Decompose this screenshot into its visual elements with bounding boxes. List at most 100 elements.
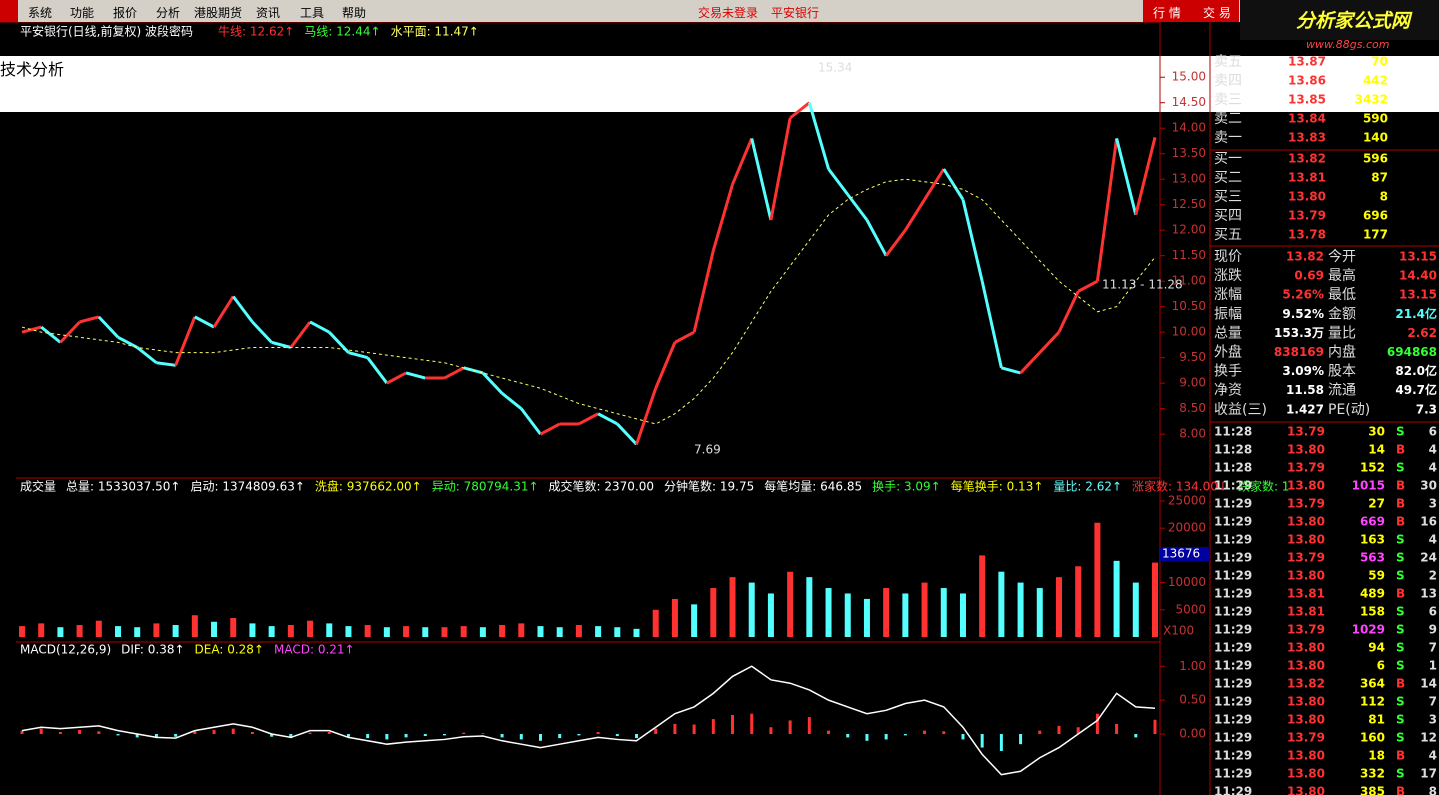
side-tab[interactable]: 技术分析 [0,56,1439,112]
book-volume: 70 [1371,55,1388,69]
trade-volume: 81 [1368,713,1385,727]
trade-time: 11:29 [1214,713,1252,727]
trade-side: S [1396,551,1405,565]
trade-time: 11:29 [1214,695,1252,709]
macd-bar [577,734,581,736]
legend-item: 成交量 [20,479,56,494]
volume-bar [883,588,890,637]
trade-side: S [1396,461,1405,475]
macd-bar [1019,734,1023,745]
menu-item[interactable]: 系统 [28,6,53,20]
menu-item[interactable]: 功能 [70,6,95,20]
quote-value: 0.69 [1294,269,1324,283]
trade-side: B [1396,785,1405,795]
book-volume: 3432 [1355,93,1388,107]
macd-bar [692,724,696,735]
volume-bar [19,626,25,637]
trade-count: 16 [1420,515,1437,529]
trade-price: 13.79 [1287,425,1325,439]
price-segment [789,101,811,120]
macd-bar [596,731,600,735]
quote-label: 净资 [1214,383,1242,399]
macd-bar [750,713,754,735]
quote-label: 振幅 [1214,306,1242,322]
side-tab[interactable]: 同花资讯 [0,344,65,363]
volume-bar [422,627,429,637]
trade-count: 3 [1429,497,1437,511]
menu-item[interactable]: 分析 [156,6,181,20]
side-tab[interactable]: 席位密码 [0,228,65,247]
menu-item[interactable]: 报价 [113,6,138,20]
quote-label: 金额 [1328,306,1356,322]
trade-price: 13.80 [1287,641,1325,655]
trade-volume: 563 [1360,551,1385,565]
y-tick-label: 10.50 [1172,299,1206,313]
menu-item[interactable]: 港股期货 [194,6,243,20]
price-segment [597,412,619,426]
side-tab[interactable]: 预测评级 [0,172,65,191]
stock-name[interactable]: 平安银行 [771,6,820,20]
trade-time: 11:29 [1214,749,1252,763]
trade-side: S [1396,605,1405,619]
price-segment [174,316,197,366]
side-tab[interactable]: 黄金眼 [0,404,49,423]
menu-item[interactable]: 资讯 [256,6,281,20]
volume-bar [326,623,333,637]
menu-bar: 交易未登录 平安银行 分析家公式网 www.88gs.com 系统 功能 报价 分析港… [0,0,1439,51]
trade-price: 13.80 [1287,443,1325,457]
trade-side: B [1396,749,1405,763]
book-volume: 87 [1371,171,1388,185]
menu-button[interactable]: 交 易 [1203,6,1231,20]
quote-value: 82.0亿 [1395,363,1437,378]
trade-count: 4 [1429,533,1437,547]
macd-bar [1134,734,1138,738]
volume-bar [1094,522,1101,637]
trade-volume: 332 [1360,767,1385,781]
macd-bar [481,733,485,735]
quote-value: 13.82 [1286,250,1324,264]
price-segment [942,168,965,201]
trade-volume: 1029 [1352,623,1385,637]
macd-bar [999,734,1003,751]
side-tab[interactable]: 超额建仓 [0,288,65,307]
menu-item[interactable]: 工具 [300,6,325,20]
book-label: 买二 [1214,170,1242,186]
macd-bar [865,734,869,741]
volume-bar [614,627,621,637]
price-segment [309,320,330,334]
quote-value: 14.40 [1399,269,1437,283]
price-segment [1134,137,1157,216]
y-tick-label: 0.50 [1179,693,1206,707]
trade-price: 13.79 [1287,497,1325,511]
y-tick-label: 11.00 [1172,274,1206,288]
trade-time: 11:29 [1214,515,1252,529]
quote-label: 现价 [1214,249,1242,265]
logo-url: www.88gs.com [1306,38,1390,51]
volume-bar [787,571,794,637]
price-segment [97,315,120,339]
trade-volume: 27 [1368,497,1385,511]
side-tab[interactable]: 基本资料 [0,116,65,135]
volume-bar [441,627,448,637]
trade-price: 13.81 [1287,587,1325,601]
y-tick-label: 12.50 [1172,197,1206,211]
quote-label: 涨跌 [1214,268,1242,284]
volume-bar [1036,588,1043,637]
macd-bar [97,731,101,735]
quote-value: 49.7亿 [1395,382,1437,397]
volume-bar [153,623,160,637]
volume-bar [537,626,544,637]
macd-bar [827,730,831,735]
price-segment [865,219,888,257]
volume-bar [307,620,314,637]
volume-bar [249,623,256,637]
menu-button[interactable]: 行 情 [1153,6,1181,20]
quote-value: 838169 [1274,345,1324,359]
menu-item[interactable]: 帮助 [342,6,367,20]
volume-bar [191,615,198,637]
y-tick-label: 14.00 [1172,121,1206,135]
trade-count: 4 [1429,443,1437,457]
status: 交易未登录 [698,6,759,20]
